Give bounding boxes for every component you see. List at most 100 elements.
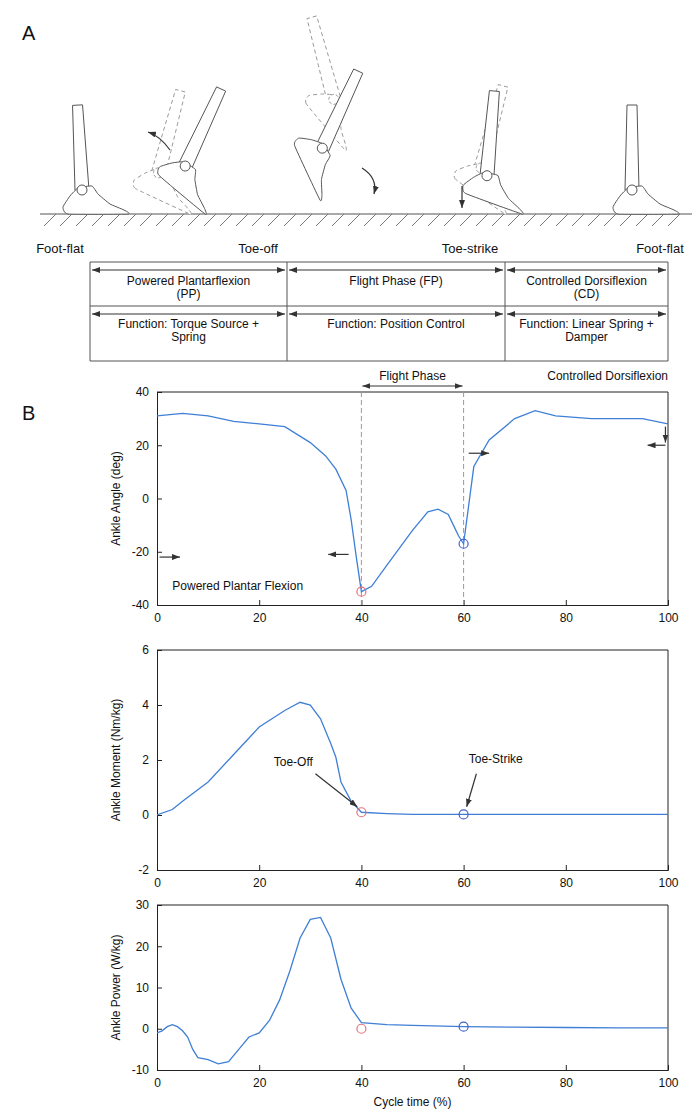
motion-arrow — [148, 132, 170, 150]
y-tick-mark — [157, 760, 162, 761]
plot-marks — [157, 917, 668, 1063]
y-tick-label: -20 — [132, 545, 150, 559]
ground-hatch — [220, 214, 232, 226]
ground-hatch — [588, 214, 600, 226]
phase-name-line: Powered Plantarflexion — [127, 274, 250, 288]
y-tick-mark — [157, 650, 162, 651]
x-axis-line — [158, 865, 669, 871]
event-marker — [357, 808, 366, 817]
ankle-joint — [180, 161, 190, 171]
y-tick: 10 — [136, 981, 162, 995]
x-tick-mark — [566, 600, 567, 605]
y-tick: 20 — [136, 940, 162, 954]
leg — [63, 105, 129, 214]
ground-hatch — [188, 214, 200, 226]
y-tick-mark — [157, 499, 162, 500]
y-tick: 30 — [136, 898, 162, 912]
plot-marks — [157, 702, 668, 819]
ground-line — [40, 214, 692, 215]
ground-hatch — [316, 214, 328, 226]
x-tick-mark — [259, 865, 260, 870]
y-axis-title: Ankle Moment (Nm/kg) — [109, 699, 123, 822]
ground-hatch — [556, 214, 568, 226]
phase-function: Function: Linear Spring +Damper — [519, 317, 653, 344]
y-axis-line — [158, 651, 163, 871]
y-tick: 4 — [142, 698, 162, 712]
x-tick: 20 — [253, 1065, 267, 1090]
y-tick-label: 0 — [142, 1022, 149, 1036]
x-tick-mark — [566, 865, 567, 870]
x-tick: 40 — [355, 865, 369, 890]
span-arrow — [289, 313, 503, 314]
y-axis: -10 0 10 20 30 — [132, 898, 162, 1077]
x-tick-label: 40 — [355, 876, 369, 890]
y-tick-label: 30 — [136, 898, 150, 912]
x-tick-label: 60 — [457, 876, 471, 890]
x-axis-line — [158, 600, 669, 606]
shank — [480, 91, 499, 177]
ground-hatch — [652, 214, 664, 226]
table-divider — [505, 262, 506, 361]
phase-function-line: Function: Position Control — [327, 317, 464, 331]
phase-name-line: (CD) — [574, 287, 599, 301]
x-tick-label: 60 — [457, 1076, 471, 1090]
y-tick: -2 — [138, 863, 162, 877]
y-tick-mark — [157, 988, 162, 989]
y-tick-mark — [157, 705, 162, 706]
y-tick-mark — [157, 946, 162, 947]
data-line — [157, 411, 668, 592]
ground-hatch — [476, 214, 488, 226]
event-marker — [459, 810, 468, 819]
y-tick: 40 — [136, 385, 162, 399]
y-tick-mark — [157, 605, 162, 606]
phase-name-line: (PP) — [177, 287, 201, 301]
table-divider — [90, 262, 91, 361]
leg — [463, 91, 524, 215]
ground-hatch — [236, 214, 248, 226]
chart-panel: 020406080100-100102030Ankle Power (W/kg)… — [109, 898, 679, 1109]
phase-function: Function: Torque Source +Spring — [118, 317, 259, 344]
plot-frame — [157, 650, 668, 651]
phase-name-line: Controlled Dorsiflexion — [526, 274, 647, 288]
ground-hatch — [396, 214, 408, 226]
event-marker — [357, 587, 366, 596]
span-arrow — [92, 269, 285, 270]
x-tick-label: 20 — [253, 1076, 267, 1090]
y-tick-label: 0 — [142, 492, 149, 506]
annotation-arrow — [648, 445, 666, 446]
x-tick-label: 0 — [154, 876, 161, 890]
y-tick-label: -10 — [132, 1063, 150, 1077]
chart-panel: 020406080100-40-2002040Ankle Angle (deg)… — [109, 369, 679, 625]
y-tick-mark — [157, 445, 162, 446]
x-tick-label: 80 — [560, 611, 574, 625]
x-axis: 020406080100 — [154, 600, 679, 625]
phase-function-line: Spring — [171, 330, 206, 344]
ground-hatch — [380, 214, 392, 226]
x-tick-label: 40 — [355, 1076, 369, 1090]
foot — [463, 172, 524, 214]
phase-function: Function: Position Control — [327, 317, 464, 331]
y-axis-line — [158, 393, 163, 606]
x-tick-label: 0 — [154, 611, 161, 625]
phase-function-line: Function: Linear Spring + — [519, 317, 653, 331]
x-tick-mark — [566, 1065, 567, 1070]
x-tick-mark — [259, 600, 260, 605]
x-tick: 80 — [560, 1065, 574, 1090]
event-label: Foot-flat — [636, 241, 684, 256]
x-tick-mark — [464, 865, 465, 870]
ground-hatch — [572, 214, 584, 226]
ankle-joint — [482, 171, 492, 181]
y-tick: 0 — [142, 492, 162, 506]
phase-function-line: Function: Torque Source + — [118, 317, 259, 331]
y-tick: -10 — [132, 1063, 162, 1077]
leg — [294, 69, 362, 201]
y-tick-mark — [157, 1029, 162, 1030]
y-tick: 20 — [136, 439, 162, 453]
table-rule — [90, 361, 668, 362]
y-tick-label: 20 — [136, 940, 150, 954]
y-axis: -20246 — [138, 643, 162, 877]
x-axis-title: Cycle time (%) — [373, 1095, 451, 1109]
phase-name: Powered Plantarflexion(PP) — [127, 274, 250, 301]
annotation-arrow — [665, 427, 666, 443]
figure: ABFoot-flatToe-offToe-strikeFoot-flatPow… — [0, 0, 699, 1118]
